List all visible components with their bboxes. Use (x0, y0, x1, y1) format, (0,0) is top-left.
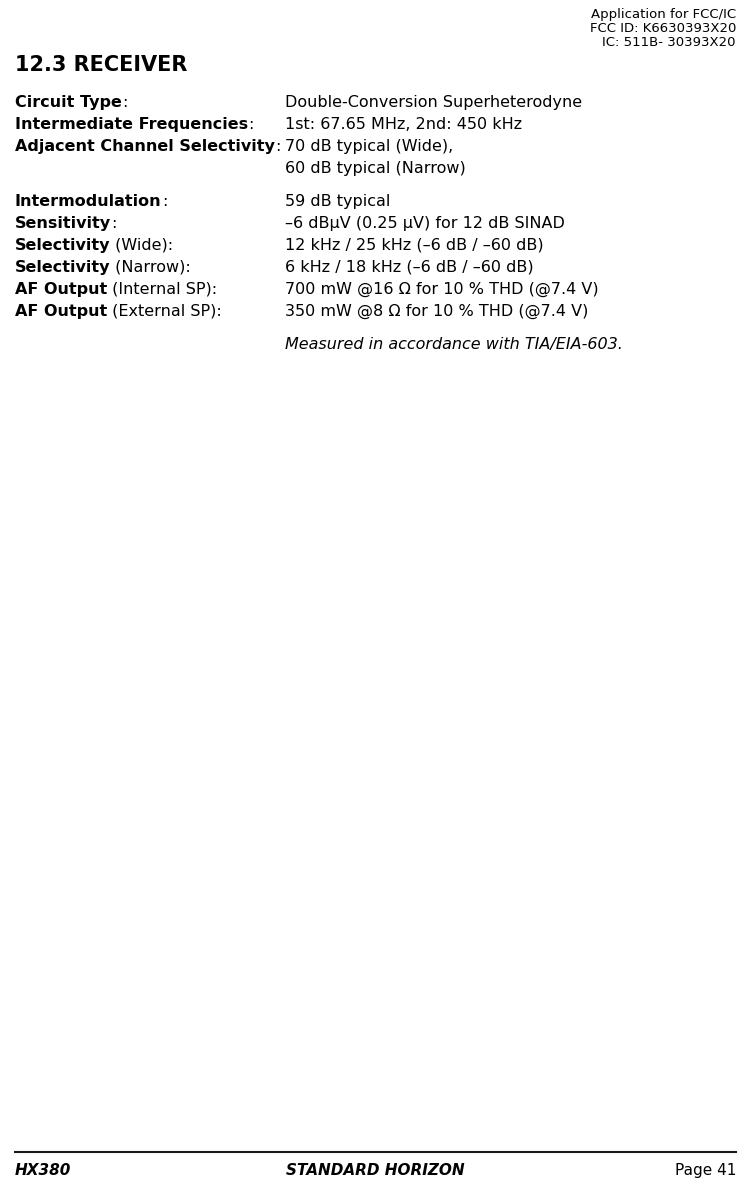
Text: (External SP):: (External SP): (107, 304, 222, 319)
Text: 12 kHz / 25 kHz (–6 dB / –60 dB): 12 kHz / 25 kHz (–6 dB / –60 dB) (285, 238, 544, 252)
Text: 1st: 67.65 MHz, 2nd: 450 kHz: 1st: 67.65 MHz, 2nd: 450 kHz (285, 117, 522, 132)
Text: Selectivity: Selectivity (15, 260, 110, 275)
Text: HX380: HX380 (15, 1162, 71, 1178)
Text: :: : (161, 194, 167, 208)
Text: 350 mW @8 Ω for 10 % THD (@7.4 V): 350 mW @8 Ω for 10 % THD (@7.4 V) (285, 304, 588, 319)
Text: 59 dB typical: 59 dB typical (285, 194, 391, 208)
Text: :: : (248, 117, 254, 132)
Text: AF Output: AF Output (15, 304, 107, 319)
Text: AF Output: AF Output (15, 282, 107, 297)
Text: 60 dB typical (Narrow): 60 dB typical (Narrow) (285, 161, 466, 176)
Text: (Internal SP):: (Internal SP): (107, 282, 217, 297)
Text: Intermediate Frequencies: Intermediate Frequencies (15, 117, 248, 132)
Text: 70 dB typical (Wide),: 70 dB typical (Wide), (285, 139, 454, 154)
Text: Double-Conversion Superheterodyne: Double-Conversion Superheterodyne (285, 95, 582, 110)
Text: :: : (122, 95, 127, 110)
Text: Circuit Type: Circuit Type (15, 95, 122, 110)
Text: Selectivity: Selectivity (15, 238, 110, 252)
Text: (Wide):: (Wide): (110, 238, 173, 252)
Text: –6 dBµV (0.25 µV) for 12 dB SINAD: –6 dBµV (0.25 µV) for 12 dB SINAD (285, 216, 565, 231)
Text: Application for FCC/IC: Application for FCC/IC (591, 8, 736, 21)
Text: 6 kHz / 18 kHz (–6 dB / –60 dB): 6 kHz / 18 kHz (–6 dB / –60 dB) (285, 260, 534, 275)
Text: FCC ID: K6630393X20: FCC ID: K6630393X20 (590, 21, 736, 35)
Text: Intermodulation: Intermodulation (15, 194, 161, 208)
Text: STANDARD HORIZON: STANDARD HORIZON (286, 1162, 465, 1178)
Text: 700 mW @16 Ω for 10 % THD (@7.4 V): 700 mW @16 Ω for 10 % THD (@7.4 V) (285, 282, 599, 298)
Text: (Narrow):: (Narrow): (110, 260, 192, 275)
Text: Adjacent Channel Selectivity: Adjacent Channel Selectivity (15, 139, 275, 154)
Text: Measured in accordance with TIA/EIA-603.: Measured in accordance with TIA/EIA-603. (285, 337, 623, 353)
Text: 12.3 RECEIVER: 12.3 RECEIVER (15, 55, 188, 75)
Text: IC: 511B- 30393X20: IC: 511B- 30393X20 (602, 36, 736, 49)
Text: :: : (111, 216, 116, 231)
Text: :: : (275, 139, 280, 154)
Text: Page 41: Page 41 (674, 1162, 736, 1178)
Text: Sensitivity: Sensitivity (15, 216, 111, 231)
